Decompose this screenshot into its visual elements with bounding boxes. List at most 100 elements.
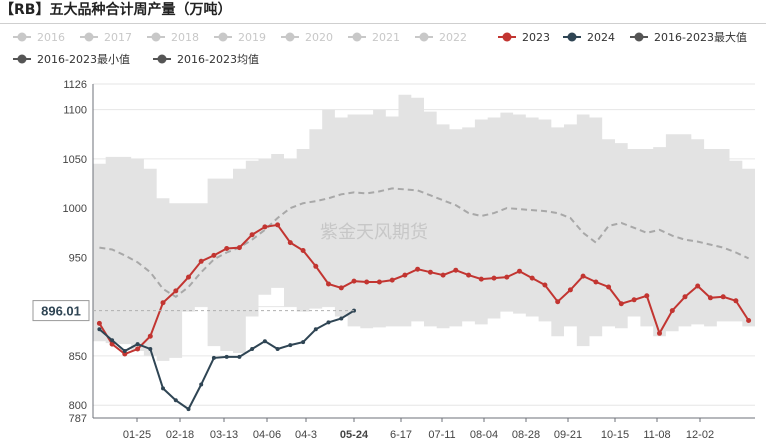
series-2023-point[interactable] xyxy=(224,246,230,251)
series-2023-point[interactable] xyxy=(631,297,637,303)
series-2023-point[interactable] xyxy=(555,299,561,305)
series-lines xyxy=(96,222,752,412)
series-2023-point[interactable] xyxy=(618,301,624,307)
legend-item-2016-2023[interactable]: 2016-2023最小值 xyxy=(13,53,130,66)
series-2024-point[interactable] xyxy=(262,339,267,344)
series-2023-point[interactable] xyxy=(160,300,166,306)
series-2023-point[interactable] xyxy=(198,258,204,264)
series-2023-point[interactable] xyxy=(427,269,433,275)
series-2024-point[interactable] xyxy=(122,349,127,353)
series-2023-point[interactable] xyxy=(746,318,752,323)
series-2023-point[interactable] xyxy=(695,283,701,289)
legend-label: 2020 xyxy=(305,31,333,44)
legend-label: 2016-2023最大值 xyxy=(654,30,747,44)
series-2024-point[interactable] xyxy=(339,316,344,321)
x-tick-label-05-24: 05-24 xyxy=(340,429,369,441)
series-2023-point[interactable] xyxy=(415,266,421,272)
series-2024-point[interactable] xyxy=(97,327,102,332)
series-2023-point[interactable] xyxy=(707,295,713,301)
series-2023-point[interactable] xyxy=(364,279,370,285)
series-2023-point[interactable] xyxy=(173,288,179,294)
series-2024-point[interactable] xyxy=(326,320,331,325)
series-2024 xyxy=(97,308,356,412)
legend-swatch-dot xyxy=(84,32,94,42)
series-2023-point[interactable] xyxy=(313,263,319,269)
x-tick-label-08-28: 08-28 xyxy=(512,429,540,441)
series-2024-point[interactable] xyxy=(135,342,140,347)
series-2024-point[interactable] xyxy=(148,347,153,351)
legend-item-2018[interactable]: 2018 xyxy=(147,31,199,44)
series-2023-point[interactable] xyxy=(300,248,306,253)
series-2023-point[interactable] xyxy=(262,224,268,230)
legend-item-2023[interactable]: 2023 xyxy=(498,31,550,44)
series-2023-point[interactable] xyxy=(96,320,102,326)
series-2023-point[interactable] xyxy=(249,232,255,238)
series-2023-point[interactable] xyxy=(720,294,726,300)
series-2023-point[interactable] xyxy=(453,267,459,273)
series-2023-point[interactable] xyxy=(135,346,141,352)
series-2023-point[interactable] xyxy=(351,278,357,284)
series-2024-point[interactable] xyxy=(250,347,255,351)
series-2023-point[interactable] xyxy=(593,279,599,285)
series-2024-point[interactable] xyxy=(186,407,191,412)
series-2023-point[interactable] xyxy=(478,276,484,282)
legend-item-2019[interactable]: 2019 xyxy=(214,31,266,44)
series-2023-point[interactable] xyxy=(491,275,497,281)
series-2024-point[interactable] xyxy=(301,340,306,345)
series-2024-point[interactable] xyxy=(199,382,204,387)
series-2023-point[interactable] xyxy=(567,287,573,293)
series-2023-point[interactable] xyxy=(669,308,675,314)
y-tick-label-950: 950 xyxy=(69,252,87,264)
y-tick-label-800: 800 xyxy=(69,400,87,412)
series-2023-point[interactable] xyxy=(376,279,382,285)
series-2023-point[interactable] xyxy=(657,330,662,336)
series-2023-point[interactable] xyxy=(466,272,472,278)
series-2023-point[interactable] xyxy=(338,285,344,291)
series-2024-point[interactable] xyxy=(110,338,115,343)
series-2023-point[interactable] xyxy=(580,273,586,279)
series-2023-point[interactable] xyxy=(644,293,650,299)
legend-item-2016[interactable]: 2016 xyxy=(13,31,65,44)
series-2023-point[interactable] xyxy=(109,341,115,347)
series-2023-point[interactable] xyxy=(606,284,612,290)
legend-item-2016-2023[interactable]: 2016-2023最大值 xyxy=(630,30,747,44)
series-2024-point[interactable] xyxy=(313,327,318,332)
series-2023-point[interactable] xyxy=(529,275,535,281)
series-2024-point[interactable] xyxy=(173,398,178,403)
series-2023-point[interactable] xyxy=(389,277,395,283)
watermark: 紫金天风期货 xyxy=(320,222,428,243)
series-2023-point[interactable] xyxy=(147,333,153,339)
legend-item-2016-2023[interactable]: 2016-2023均值 xyxy=(153,53,259,66)
series-2024-point[interactable] xyxy=(161,386,165,391)
legend-item-2021[interactable]: 2021 xyxy=(348,31,400,44)
series-2024-point[interactable] xyxy=(224,354,229,359)
series-2023-point[interactable] xyxy=(733,298,739,304)
legend-item-2024[interactable]: 2024 xyxy=(563,31,615,44)
series-2024-point[interactable] xyxy=(352,308,356,313)
series-2023-point[interactable] xyxy=(122,351,128,357)
series-2023-point[interactable] xyxy=(211,252,217,258)
series-2024-point[interactable] xyxy=(237,354,242,359)
legend-item-2020[interactable]: 2020 xyxy=(281,31,333,44)
max-min-range-band xyxy=(93,94,755,361)
series-2023-point[interactable] xyxy=(326,281,331,287)
series-2023-point[interactable] xyxy=(275,222,281,228)
legend-label: 2024 xyxy=(587,31,615,44)
series-2023-point[interactable] xyxy=(517,268,522,274)
series-2023-point[interactable] xyxy=(682,294,688,300)
series-2024-point[interactable] xyxy=(211,355,216,360)
legend-item-2017[interactable]: 2017 xyxy=(80,31,132,44)
y-tick-label-1126: 1126 xyxy=(63,79,87,91)
series-2023-point[interactable] xyxy=(402,272,408,278)
series-2023-point[interactable] xyxy=(542,282,548,288)
legend-swatch-dot xyxy=(157,54,167,64)
series-2024-point[interactable] xyxy=(275,347,280,351)
series-2023-point[interactable] xyxy=(287,240,293,246)
series-2023-point[interactable] xyxy=(440,272,446,278)
series-2023-point[interactable] xyxy=(236,245,242,251)
legend-item-2022[interactable]: 2022 xyxy=(415,31,467,44)
series-2023-point[interactable] xyxy=(504,274,510,280)
series-2023-point[interactable] xyxy=(186,274,191,280)
x-tick-label-04-3: 04-3 xyxy=(295,429,317,441)
series-2024-point[interactable] xyxy=(288,343,293,348)
